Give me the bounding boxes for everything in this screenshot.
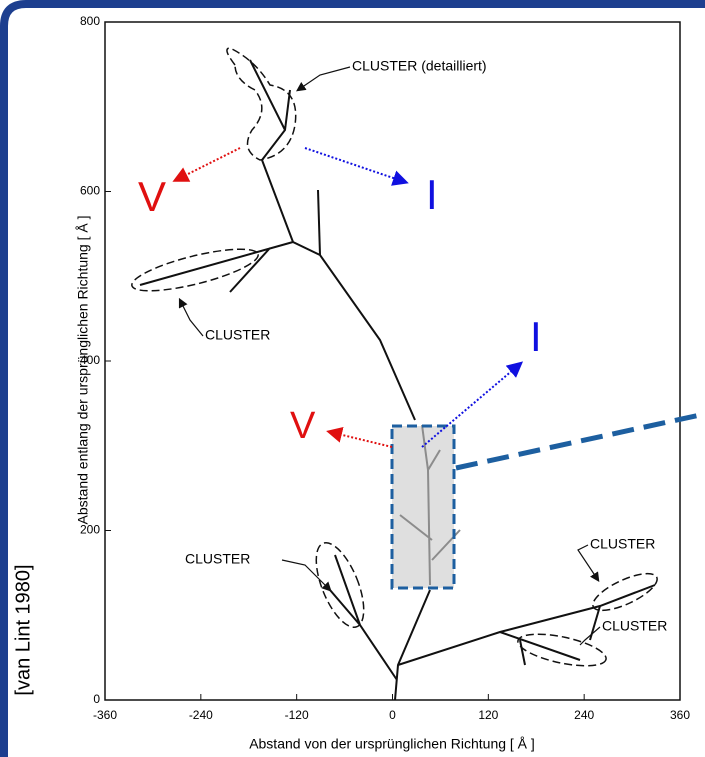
cluster-label: CLUSTER (detailliert) xyxy=(352,58,487,74)
tree-upper xyxy=(139,59,416,421)
interstitial-label: I xyxy=(426,171,438,218)
y-tick-label: 0 xyxy=(93,692,100,706)
cluster-label: CLUSTER xyxy=(205,327,270,343)
y-axis-label: Abstand entlang der ursprünglichen Richt… xyxy=(75,216,91,525)
y-tick-label: 600 xyxy=(80,184,100,198)
interstitial-arrow xyxy=(304,147,409,186)
x-tick-label: 0 xyxy=(389,708,396,722)
cluster-outline xyxy=(226,47,297,161)
x-tick-label: 120 xyxy=(478,708,498,722)
x-axis-label: Abstand von der ursprünglichen Richtung … xyxy=(249,736,535,752)
x-tick-label: -240 xyxy=(189,708,213,722)
zoom-box xyxy=(390,424,456,590)
tree-highlight xyxy=(399,424,461,586)
plot-frame xyxy=(104,21,681,701)
x-tick-label: -120 xyxy=(285,708,309,722)
label-leaders xyxy=(178,66,601,646)
cascade-tree xyxy=(131,47,658,701)
x-tick-label: 240 xyxy=(574,708,594,722)
cluster-outline xyxy=(517,633,607,667)
vacancy-arrow xyxy=(172,147,241,182)
vacancy-label: V xyxy=(138,173,166,220)
axis-ticks: -360 -240 -120 0 120 240 360 0 200 400 600 800 xyxy=(80,14,690,722)
zoom-pointer xyxy=(455,412,701,471)
cluster-outline xyxy=(131,248,259,292)
arrows xyxy=(172,147,524,448)
cluster-label: CLUSTER xyxy=(185,551,250,567)
vacancy-label: V xyxy=(290,405,316,447)
cluster-outline xyxy=(315,541,365,629)
y-tick-label: 200 xyxy=(80,523,100,537)
cluster-label: CLUSTER xyxy=(590,536,655,552)
cluster-outline xyxy=(592,572,658,612)
y-tick-label: 800 xyxy=(80,14,100,28)
x-tick-label: 360 xyxy=(670,708,690,722)
x-tick-label: -360 xyxy=(93,708,117,722)
interstitial-arrow xyxy=(421,361,524,448)
vacancy-arrow xyxy=(326,427,393,448)
citation: [van Lint 1980] xyxy=(12,564,34,695)
cluster-label: CLUSTER xyxy=(602,618,667,634)
y-tick-label: 400 xyxy=(80,353,100,367)
interstitial-label: I xyxy=(530,313,542,360)
